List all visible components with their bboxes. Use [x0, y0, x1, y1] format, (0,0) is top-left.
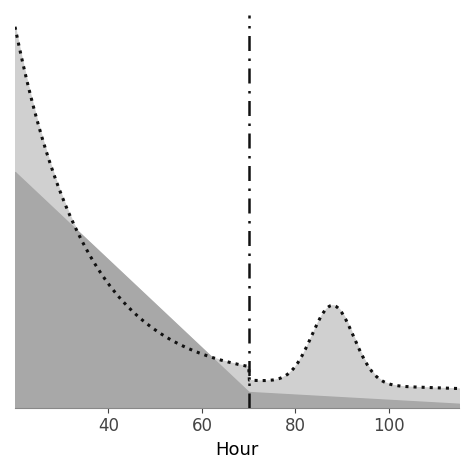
X-axis label: Hour: Hour — [215, 441, 259, 459]
